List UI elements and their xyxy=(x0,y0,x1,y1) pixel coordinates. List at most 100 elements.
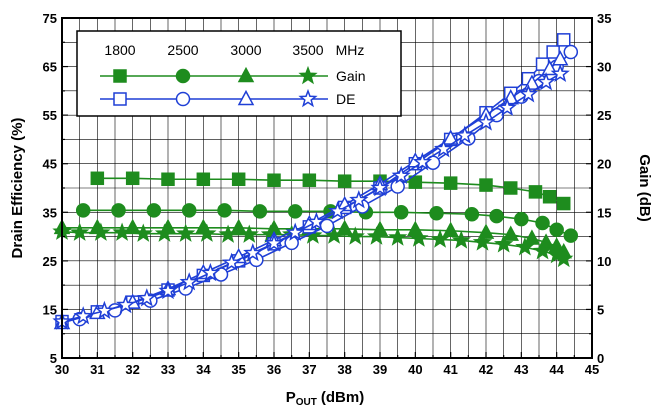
data-point-gain-square xyxy=(528,185,543,199)
data-point-gain-circle xyxy=(287,204,303,219)
y-right-tick-label: 30 xyxy=(597,60,611,75)
data-point-de-square xyxy=(546,45,560,59)
x-tick-label: 36 xyxy=(267,362,281,377)
data-point-de-star xyxy=(94,300,115,320)
data-point-de-star xyxy=(518,84,539,103)
data-point-gain-star xyxy=(218,224,238,243)
x-tick-label: 41 xyxy=(443,362,457,377)
legend-label-gain: Gain xyxy=(336,68,366,84)
series-layer xyxy=(52,33,579,330)
x-axis-label-main: P xyxy=(286,389,296,406)
x-tick-label: 43 xyxy=(514,362,528,377)
data-point-de-star xyxy=(455,125,475,144)
data-point-gain-circle xyxy=(535,215,550,231)
x-tick-label: 30 xyxy=(55,362,69,377)
data-point-de-triangle xyxy=(230,247,247,264)
data-point-gain-square xyxy=(503,181,518,195)
data-point-gain-square xyxy=(125,171,140,186)
y-right-tick-label: 25 xyxy=(597,108,611,123)
data-point-de-star xyxy=(158,280,178,300)
legend-frequency-label: 1800 xyxy=(104,42,135,58)
x-tick-label: 31 xyxy=(90,362,104,377)
data-point-de-triangle xyxy=(336,195,353,212)
data-point-gain-triangle xyxy=(230,218,247,235)
y-right-tick-label: 20 xyxy=(597,157,611,172)
data-point-gain-circle xyxy=(464,206,480,222)
legend-marker-de-square xyxy=(113,92,127,106)
data-point-gain-square xyxy=(542,189,557,204)
data-point-gain-circle xyxy=(111,203,126,218)
data-point-de-star xyxy=(370,177,390,197)
data-point-de-star xyxy=(412,152,433,171)
axis-ticks xyxy=(61,17,593,359)
y-right-tick-label: 15 xyxy=(597,205,611,220)
data-point-gain-star xyxy=(515,237,535,256)
series-de-star xyxy=(52,63,570,330)
data-point-de-star xyxy=(137,288,157,307)
data-point-gain-star xyxy=(366,226,387,245)
y-right-tick-label: 0 xyxy=(597,351,604,366)
series-gain-star xyxy=(52,221,574,268)
data-point-gain-star xyxy=(176,223,196,242)
x-tick-label: 37 xyxy=(302,362,316,377)
x-tick-label: 42 xyxy=(479,362,493,377)
data-point-de-star xyxy=(550,63,570,83)
data-point-de-star xyxy=(115,294,136,314)
x-tick-label: 33 xyxy=(161,362,175,377)
data-point-gain-star xyxy=(239,224,259,243)
data-point-gain-star xyxy=(70,222,90,241)
data-point-gain-square xyxy=(302,173,317,187)
data-point-gain-triangle xyxy=(523,229,541,245)
legend-marker-gain-square xyxy=(113,69,127,83)
x-tick-label: 44 xyxy=(549,362,564,377)
data-point-gain-circle xyxy=(489,208,504,224)
data-point-gain-circle xyxy=(181,203,197,218)
x-tick-label: 38 xyxy=(337,362,351,377)
data-point-gain-star xyxy=(197,223,217,242)
data-point-gain-star xyxy=(112,222,132,241)
legend-frequency-label: 3500 xyxy=(292,42,323,58)
data-point-gain-star xyxy=(133,223,153,242)
data-point-gain-square xyxy=(267,173,281,187)
x-tick-label: 39 xyxy=(373,362,387,377)
data-point-gain-circle xyxy=(393,205,409,220)
data-point-gain-circle xyxy=(563,228,579,243)
x-axis-label-unit: (dBm) xyxy=(321,389,364,406)
data-point-de-star xyxy=(391,165,411,185)
data-point-gain-square xyxy=(556,196,571,211)
data-point-gain-square xyxy=(479,178,493,192)
tick-labels: 30 31 32 33 34 35 36 37 38 39 40 41 42 43 44 45 5 15 25 35 4… xyxy=(43,11,612,377)
data-point-gain-square xyxy=(443,176,458,190)
data-point-gain-square xyxy=(337,174,352,188)
legend-marker-gain-triangle xyxy=(237,66,255,83)
legend-marker-de-star xyxy=(298,88,318,108)
y-left-tick-label: 55 xyxy=(43,108,57,123)
legend-box xyxy=(76,30,402,117)
data-point-de-star xyxy=(306,211,327,231)
data-point-de-star xyxy=(433,138,454,158)
y-axis-left-label: Drain Efficiency (%) xyxy=(9,118,26,259)
legend: 1800 2500 3000 3500 MHz Gain DE xyxy=(76,30,402,117)
legend-marker-de-triangle xyxy=(237,89,255,106)
y-left-tick-label: 65 xyxy=(43,60,57,75)
x-tick-label: 40 xyxy=(408,362,422,377)
data-point-gain-square xyxy=(408,175,423,189)
data-point-gain-square xyxy=(196,172,211,187)
data-point-de-star xyxy=(200,262,221,282)
x-tick-label: 34 xyxy=(196,362,211,377)
data-point-de-star xyxy=(536,71,556,91)
data-point-de-star xyxy=(73,306,93,325)
data-point-gain-circle xyxy=(429,206,444,221)
legend-unit-label: MHz xyxy=(336,42,365,58)
y-left-tick-label: 5 xyxy=(50,351,57,366)
y-left-tick-label: 15 xyxy=(43,302,57,317)
data-point-de-circle xyxy=(563,44,579,60)
data-point-gain-circle xyxy=(252,204,268,219)
x-axis-label: POUT (dBm) xyxy=(286,389,364,408)
data-point-gain-star xyxy=(154,223,175,242)
legend-marker-de-circle xyxy=(175,91,191,107)
data-point-gain-circle xyxy=(549,222,564,238)
legend-frequency-label: 3000 xyxy=(230,42,261,58)
data-point-gain-square xyxy=(90,171,105,186)
